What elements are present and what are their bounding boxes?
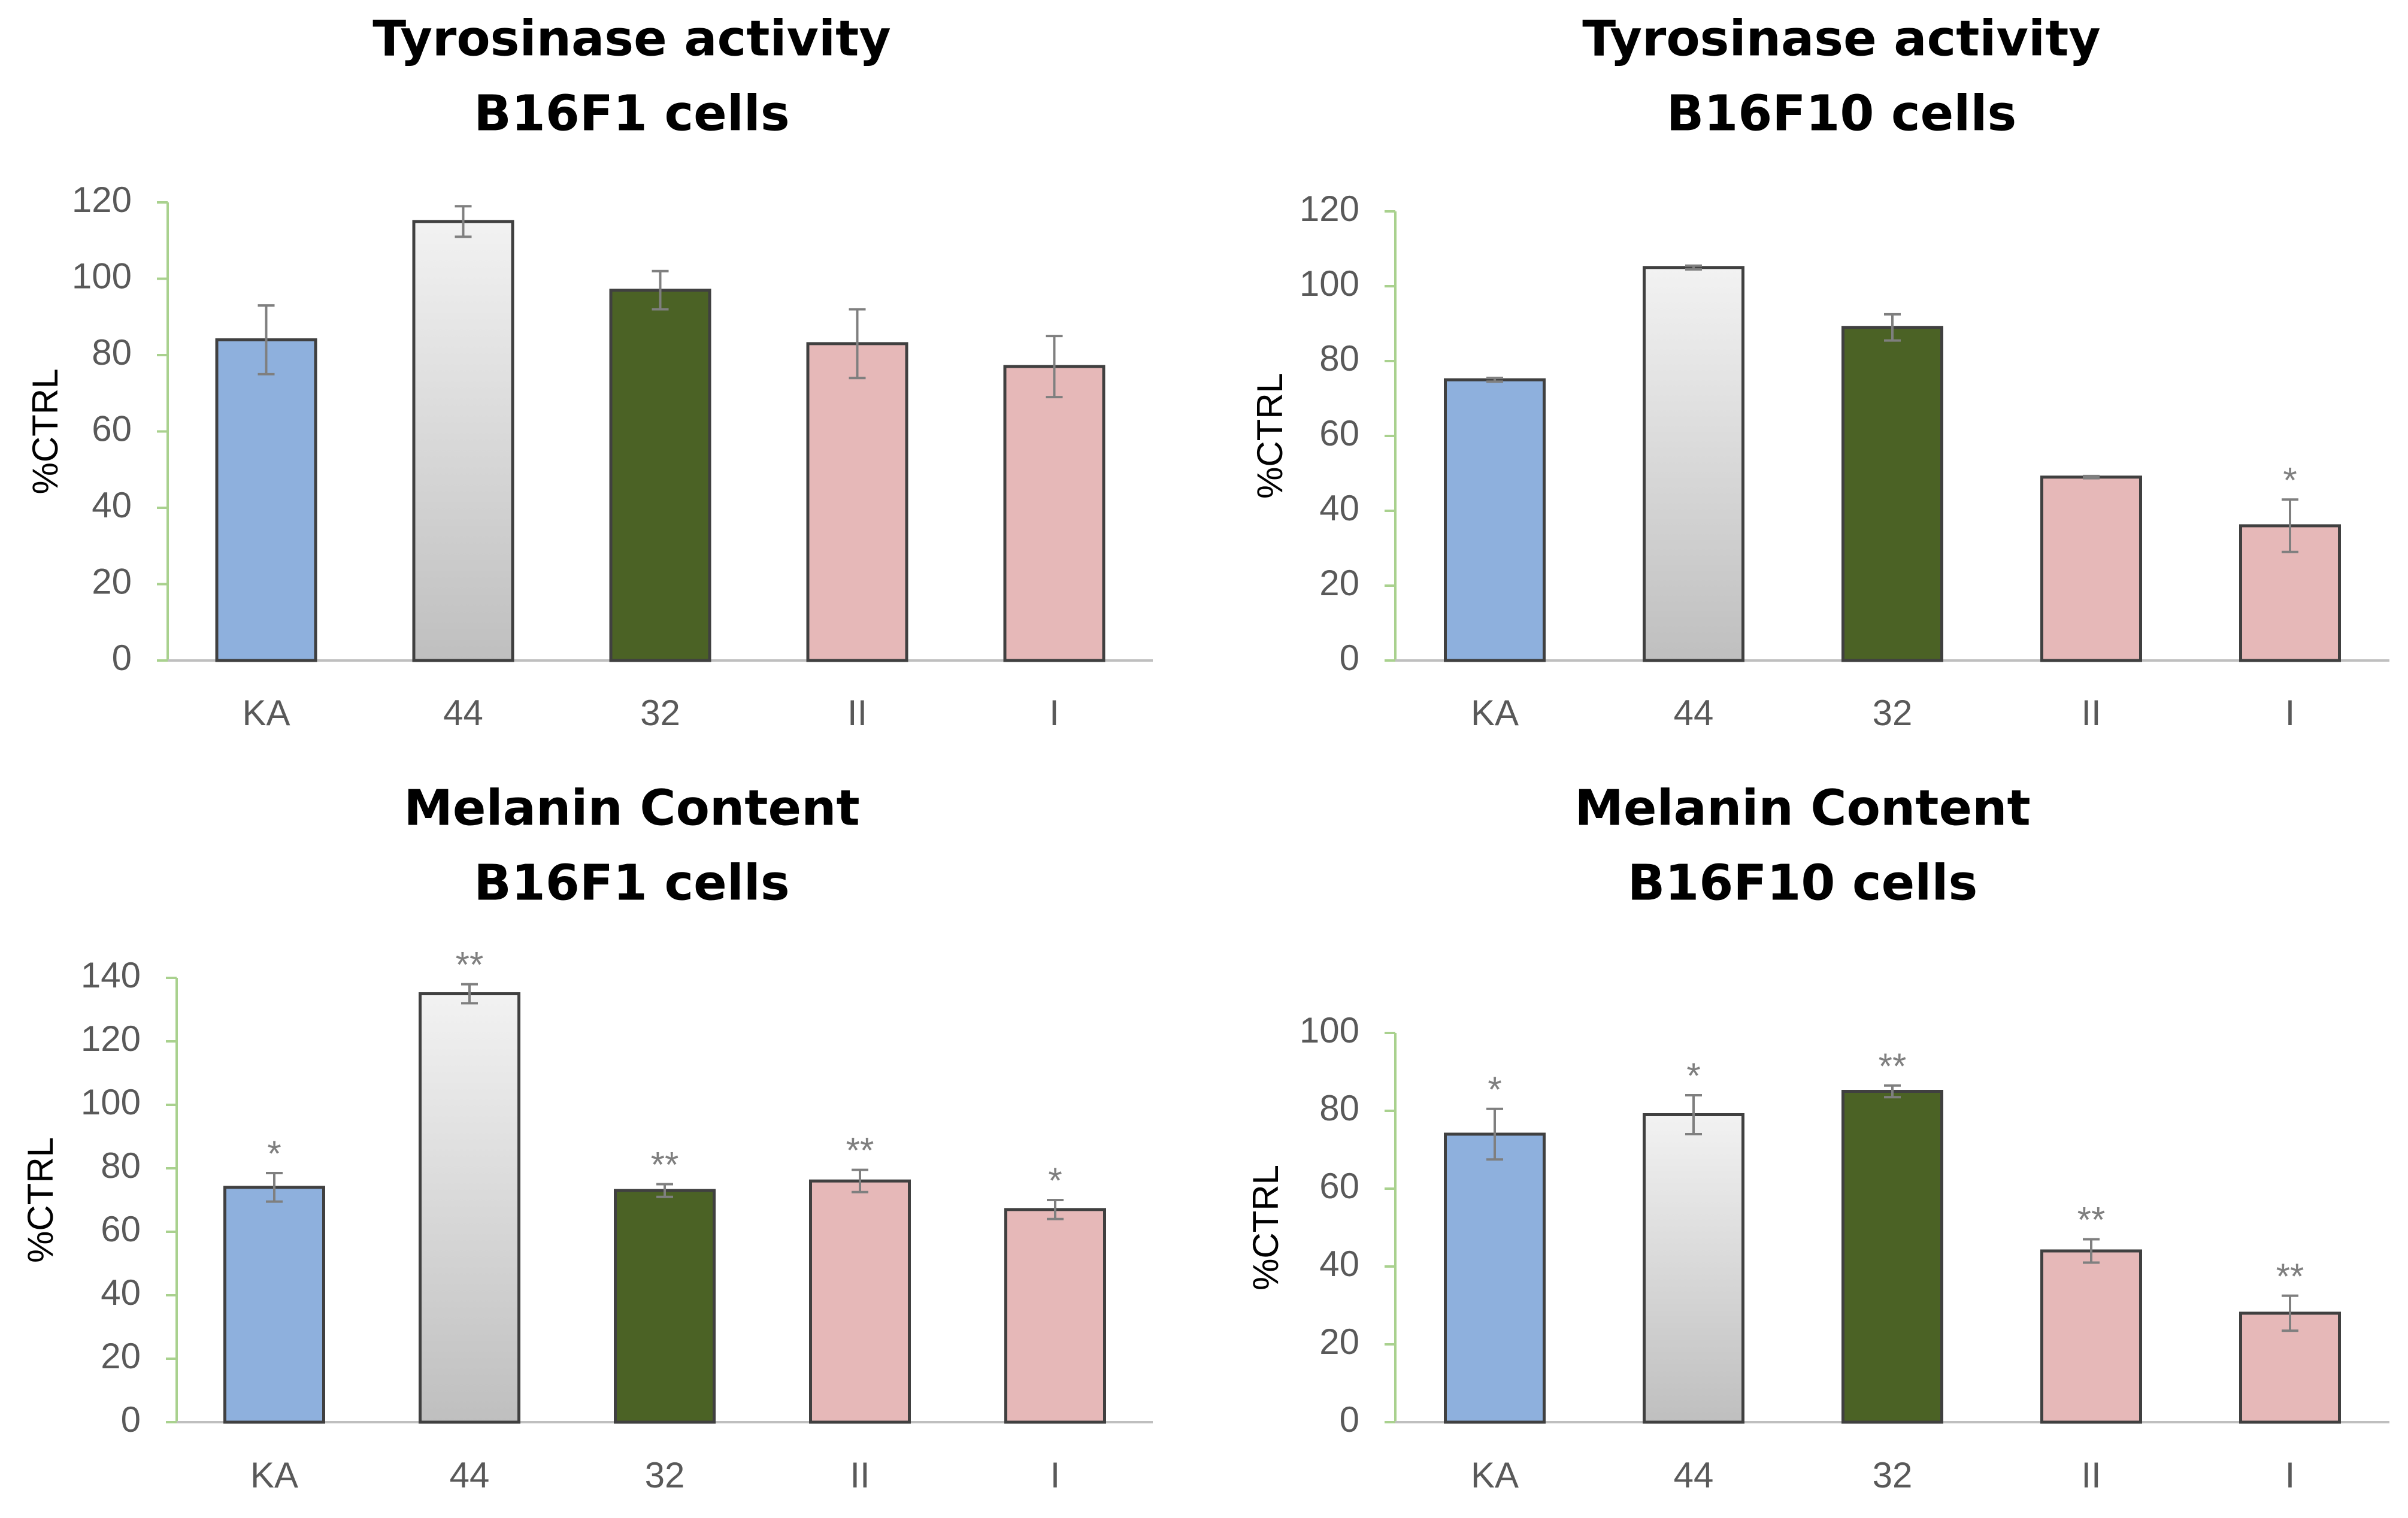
chart-4-title-line-1: Melanin Content	[1574, 780, 2030, 837]
chart-2-x-tick-label-KA: KA	[1471, 693, 1519, 733]
chart-1-y-axis-label: %CTRL	[25, 368, 65, 494]
chart-1-y-tick-label: 60	[92, 408, 132, 449]
chart-2-x-tick-label-44: 44	[1674, 693, 1714, 733]
chart-2-title-line-1: Tyrosinase activity	[1582, 10, 2100, 67]
chart-2-y-axis-label: %CTRL	[1250, 373, 1290, 499]
chart-1-title-line-1: Tyrosinase activity	[372, 10, 890, 67]
chart-1-bar-32	[609, 289, 711, 662]
chart-2-x-tick-label-II: II	[2081, 693, 2101, 733]
chart-4-bar-44	[1643, 1113, 1744, 1424]
chart-3-y-tick-label: 100	[81, 1082, 141, 1122]
chart-2-title-line-2: B16F10 cells	[1667, 85, 2017, 142]
chart-3-x-tick-label-32: 32	[645, 1455, 685, 1495]
chart-3-bar-KA	[223, 1186, 325, 1424]
chart-3-significance-II: **	[846, 1131, 874, 1171]
chart-3-title-line-1: Melanin Content	[404, 780, 859, 837]
chart-2-bar-KA	[1444, 378, 1546, 662]
chart-1-bar-II	[806, 342, 908, 662]
chart-3-y-tick-label: 0	[121, 1399, 141, 1440]
chart-1-y-tick-label: 80	[92, 332, 132, 372]
chart-3-significance-KA: *	[267, 1134, 281, 1174]
chart-3-x-tick-label-II: II	[850, 1455, 870, 1495]
chart-3-significance-32: **	[651, 1145, 679, 1185]
chart-1-y-tick-label: 20	[92, 561, 132, 601]
chart-1-x-tick-label-KA: KA	[242, 693, 290, 733]
chart-4-title-line-2: B16F10 cells	[1628, 855, 1978, 911]
chart-3-y-tick-label: 120	[81, 1019, 141, 1059]
chart-3-bar-44	[419, 992, 520, 1424]
chart-1-x-tick-label-II: II	[847, 693, 867, 733]
chart-2-significance-I: *	[2283, 460, 2297, 500]
chart-4-x-tick-label-I: I	[2285, 1455, 2295, 1495]
chart-4-y-tick-label: 80	[1319, 1088, 1359, 1128]
chart-4-x-tick-label-KA: KA	[1471, 1455, 1519, 1495]
chart-4-y-tick-label: 40	[1319, 1244, 1359, 1284]
chart-4-bar-32	[1841, 1090, 1943, 1424]
chart-3-y-tick-label: 20	[101, 1336, 141, 1376]
chart-4-significance-II: **	[2077, 1200, 2106, 1240]
chart-3-significance-I: *	[1048, 1161, 1062, 1201]
chart-3-y-axis-label: %CTRL	[20, 1137, 60, 1263]
chart-1-x-tick-label-44: 44	[443, 693, 483, 733]
chart-1-y-tick-label: 100	[72, 256, 132, 296]
chart-4-bar-KA	[1444, 1132, 1546, 1424]
chart-1-title-line-2: B16F1 cells	[474, 85, 789, 142]
chart-2-bar-II	[2040, 475, 2142, 662]
chart-3-bar-32	[614, 1189, 716, 1424]
chart-1-x-tick-label-I: I	[1049, 693, 1059, 733]
chart-2-bar-32	[1841, 326, 1943, 662]
chart-4-significance-I: **	[2276, 1256, 2304, 1296]
chart-2-y-tick-label: 0	[1340, 638, 1359, 678]
chart-4-x-tick-label-44: 44	[1674, 1455, 1714, 1495]
chart-4-y-tick-label: 20	[1319, 1322, 1359, 1362]
chart-3-y-tick-label: 40	[101, 1272, 141, 1313]
chart-3-y-tick-label: 80	[101, 1146, 141, 1186]
chart-2-y-tick-label: 120	[1300, 189, 1359, 229]
chart-2-y-tick-label: 20	[1319, 563, 1359, 603]
chart-4-bar-II	[2040, 1249, 2142, 1424]
chart-4-significance-32: **	[1879, 1046, 1907, 1086]
chart-3-title-line-2: B16F1 cells	[474, 855, 789, 911]
chart-1-bar-I	[1003, 365, 1105, 662]
chart-1-y-tick-label: 120	[72, 180, 132, 220]
chart-1-y-tick-label: 0	[112, 638, 132, 678]
chart-3-bar-II	[809, 1179, 911, 1424]
chart-3-bar-I	[1004, 1208, 1106, 1424]
chart-2-y-tick-label: 60	[1319, 413, 1359, 453]
chart-4-significance-44: *	[1686, 1056, 1700, 1096]
chart-3-x-tick-label-I: I	[1050, 1455, 1061, 1495]
chart-4-y-tick-label: 60	[1319, 1166, 1359, 1206]
chart-3-y-tick-label: 60	[101, 1209, 141, 1249]
chart-2-y-tick-label: 80	[1319, 338, 1359, 378]
chart-3-x-tick-label-KA: KA	[250, 1455, 298, 1495]
chart-4-y-tick-label: 0	[1340, 1399, 1359, 1440]
chart-1-y-tick-label: 40	[92, 485, 132, 525]
chart-2-y-tick-label: 40	[1319, 488, 1359, 528]
chart-1-x-tick-label-32: 32	[640, 693, 680, 733]
chart-4-significance-KA: *	[1488, 1069, 1501, 1110]
chart-4-y-tick-label: 100	[1300, 1010, 1359, 1050]
chart-4-y-axis-label: %CTRL	[1246, 1165, 1286, 1290]
chart-2-x-tick-label-I: I	[2285, 693, 2295, 733]
chart-2-bar-44	[1643, 266, 1744, 662]
chart-1-bar-KA	[215, 338, 317, 662]
chart-4-x-tick-label-II: II	[2081, 1455, 2101, 1495]
chart-3-significance-44: **	[456, 945, 484, 985]
chart-2-y-tick-label: 100	[1300, 263, 1359, 304]
chart-2-x-tick-label-32: 32	[1873, 693, 1913, 733]
chart-1-bar-44	[412, 220, 514, 662]
chart-3-x-tick-label-44: 44	[450, 1455, 490, 1495]
chart-4-x-tick-label-32: 32	[1873, 1455, 1913, 1495]
chart-3-y-tick-label: 140	[81, 955, 141, 995]
